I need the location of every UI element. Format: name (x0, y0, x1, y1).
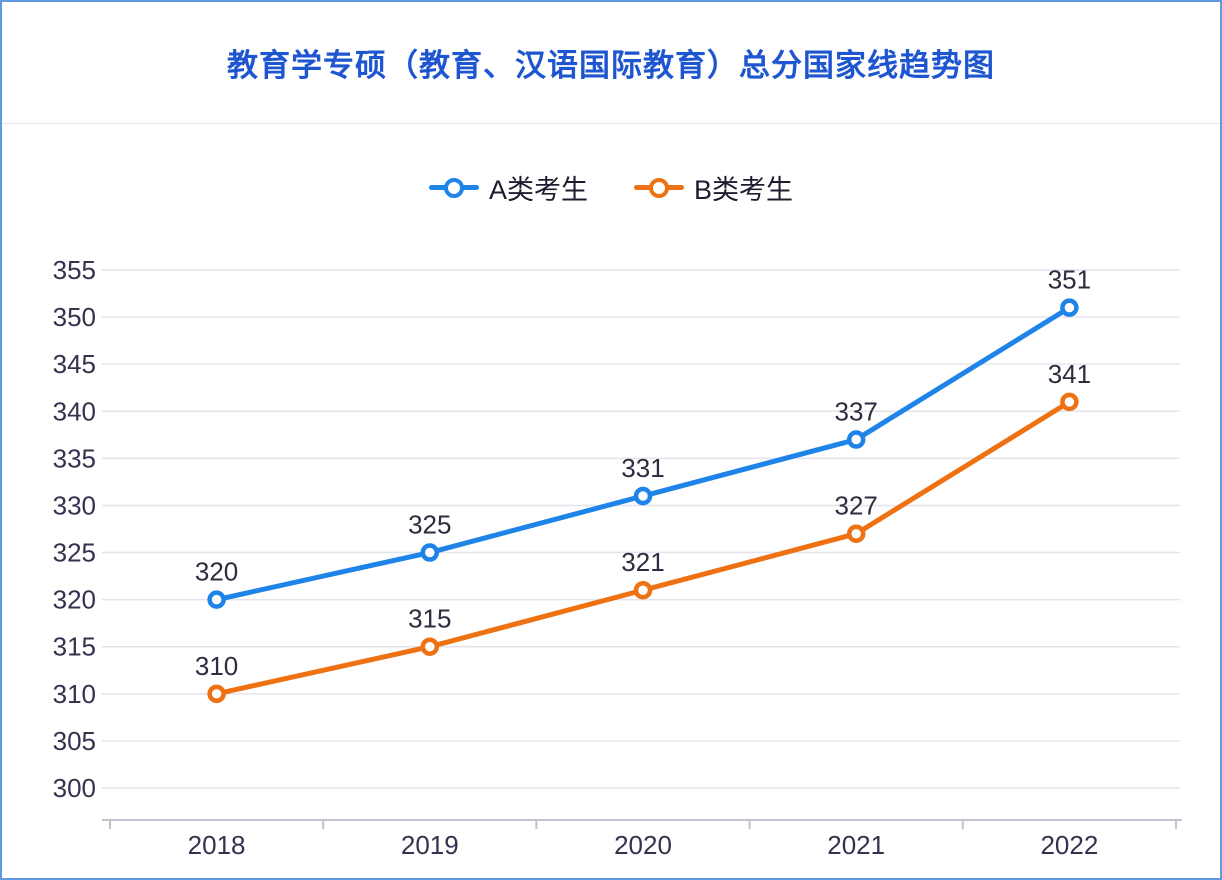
legend-label-a: A类考生 (488, 175, 588, 205)
y-tick-label: 330 (53, 490, 96, 520)
y-tick-label: 325 (53, 538, 96, 568)
data-label: 337 (835, 397, 878, 427)
y-tick-label: 305 (53, 726, 96, 756)
y-tick-label: 320 (53, 585, 96, 615)
legend: A类考生 B类考生 (2, 168, 1220, 207)
y-tick-label: 310 (53, 679, 96, 709)
x-axis-label: 2022 (1040, 830, 1098, 860)
chart-title: 教育学专硕（教育、汉语国际教育）总分国家线趋势图 (227, 48, 995, 83)
y-tick-label: 340 (53, 396, 96, 426)
data-point[interactable] (846, 430, 866, 449)
data-point[interactable] (207, 590, 226, 609)
data-label: 320 (195, 557, 238, 587)
data-point[interactable] (633, 486, 653, 506)
y-tick-label: 350 (53, 302, 96, 332)
trend-chart: 300 305 310 315 320 325 330 335 340 345 350 355 2018… (53, 255, 1182, 860)
data-label: 325 (408, 510, 451, 540)
line-circle-marker-icon (428, 177, 479, 199)
y-tick-label: 335 (53, 443, 96, 473)
legend-item-a[interactable]: A类考生 (428, 168, 588, 207)
y-tick-label: 315 (53, 632, 96, 662)
data-point[interactable] (207, 684, 226, 704)
data-point[interactable] (420, 543, 440, 562)
legend-item-b[interactable]: B类考生 (634, 168, 793, 207)
data-label: 351 (1048, 265, 1091, 295)
data-label: 341 (1048, 359, 1091, 389)
data-point[interactable] (846, 524, 866, 543)
legend-label-b: B类考生 (694, 175, 794, 205)
data-label: 321 (621, 547, 664, 577)
data-label: 310 (195, 651, 238, 681)
data-point[interactable] (1060, 392, 1079, 412)
data-label: 315 (408, 604, 451, 634)
chart-header: 教育学专硕（教育、汉语国际教育）总分国家线趋势图 (2, 2, 1220, 124)
x-axis-label: 2018 (188, 830, 246, 860)
line-circle-marker-icon (634, 177, 684, 199)
x-axis-label: 2021 (827, 830, 885, 860)
y-tick-label: 345 (53, 349, 96, 379)
y-tick-label: 300 (53, 773, 96, 803)
x-axis-label: 2020 (614, 830, 672, 860)
data-label: 327 (835, 491, 878, 521)
data-point[interactable] (420, 637, 440, 656)
data-label: 331 (621, 453, 664, 483)
data-point[interactable] (633, 580, 653, 600)
data-point[interactable] (1060, 298, 1079, 317)
y-tick-label: 355 (53, 255, 96, 285)
x-axis-label: 2019 (401, 830, 459, 860)
